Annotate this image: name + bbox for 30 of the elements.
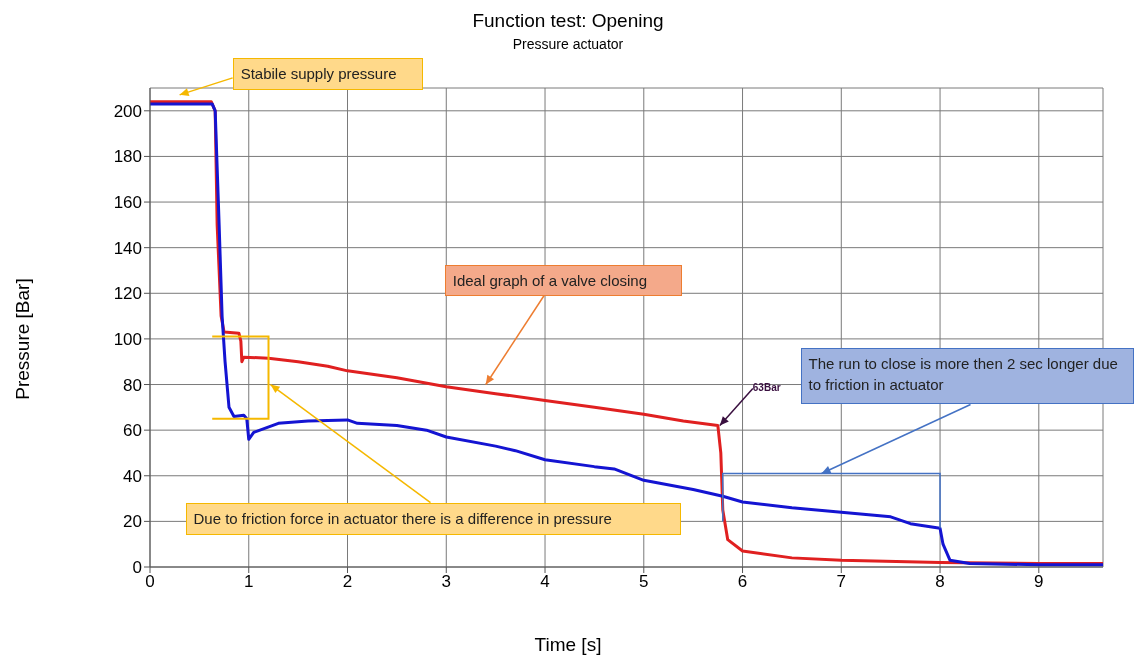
y-tick-label: 60 (123, 421, 142, 441)
x-tick-label: 8 (935, 572, 945, 592)
x-tick-label: 3 (441, 572, 451, 592)
x-tick-label: 1 (244, 572, 254, 592)
x-tick-label: 7 (836, 572, 847, 592)
y-axis-title: Pressure [Bar] (12, 277, 34, 402)
y-tick-label: 40 (123, 466, 142, 486)
annotation: Ideal graph of a valve closing (452, 271, 648, 289)
annotation: 63Bar (752, 381, 781, 393)
annotation: Due to friction force in actuator there is a difference in pressure (193, 509, 612, 527)
y-tick-label: 140 (113, 238, 142, 258)
x-tick-label: 0 (145, 572, 155, 592)
y-tick-label: 120 (113, 284, 142, 304)
x-axis-title: Time [s] (533, 634, 603, 656)
y-tick-label: 100 (113, 329, 142, 349)
y-tick-label: 0 (132, 558, 142, 578)
x-tick-label: 4 (540, 572, 550, 592)
x-tick-label: 5 (639, 572, 649, 592)
y-tick-label: 160 (113, 193, 142, 213)
y-tick-label: 200 (113, 101, 142, 121)
y-tick-label: 80 (123, 375, 142, 395)
chart-subtitle: Pressure actuator (511, 36, 625, 52)
chart-title: Function test: Opening (471, 10, 665, 32)
annotation: The run to close is more then 2 sec longer due to friction in actuator (808, 355, 1118, 394)
y-tick-label: 180 (113, 147, 142, 167)
y-tick-label: 20 (123, 512, 142, 532)
x-tick-label: 6 (737, 572, 748, 592)
x-tick-label: 2 (342, 572, 353, 592)
x-tick-label: 9 (1034, 572, 1044, 592)
text: Stabile supply pressure (240, 64, 397, 82)
